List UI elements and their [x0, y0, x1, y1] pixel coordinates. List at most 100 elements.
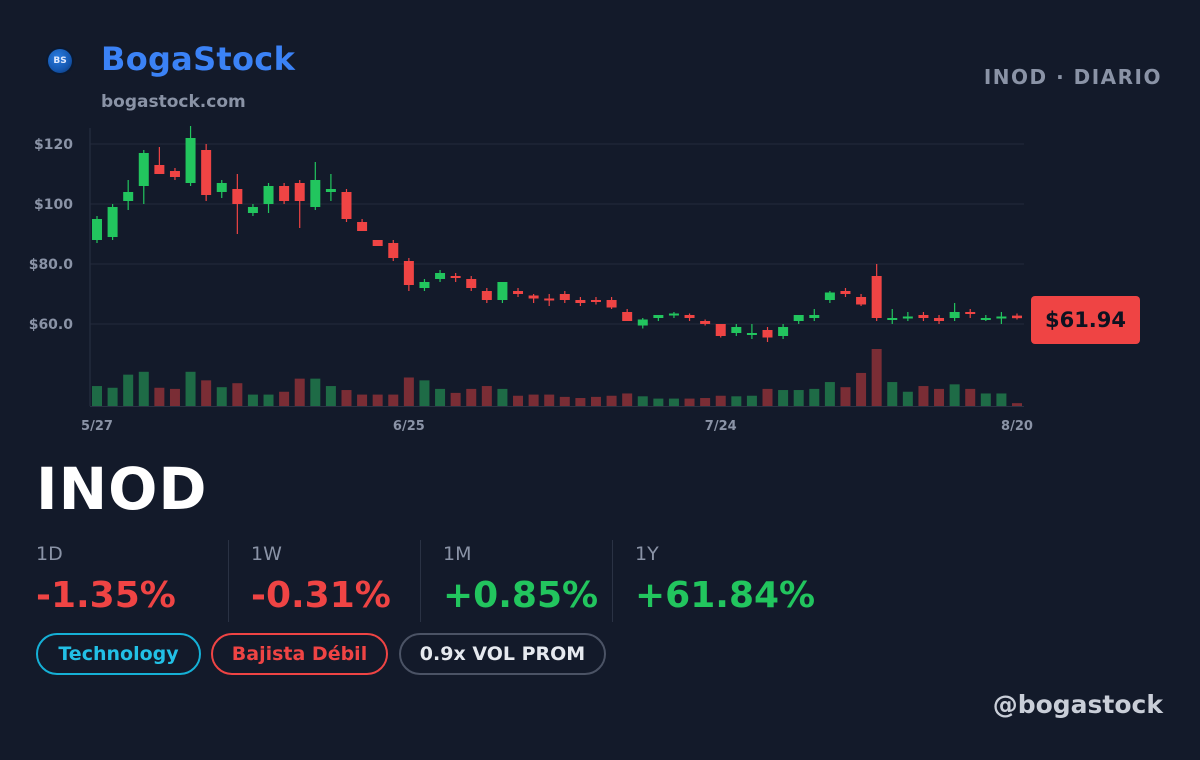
stat-value: -0.31%	[251, 575, 391, 616]
candle	[388, 240, 399, 261]
stat-value: +61.84%	[635, 575, 816, 616]
stat-value: -1.35%	[36, 575, 176, 616]
candle-body	[201, 150, 212, 195]
candle-body	[403, 261, 414, 285]
candle-body	[700, 321, 711, 324]
volume-bar	[684, 398, 695, 406]
volume-bar	[232, 383, 243, 406]
x-tick-label: 7/24	[705, 419, 737, 434]
candle	[435, 270, 446, 282]
candle-body	[294, 183, 305, 201]
candle-body	[715, 324, 726, 336]
candle-body	[902, 316, 913, 319]
volume-bar	[949, 384, 960, 406]
candle-body	[980, 318, 991, 320]
candle-body	[138, 153, 149, 186]
volume-bar	[856, 372, 867, 406]
candle	[637, 318, 648, 329]
stat-label: 1M	[443, 543, 472, 565]
volume-bar	[980, 393, 991, 406]
volume-bar	[778, 390, 789, 406]
candle	[996, 312, 1007, 324]
candle	[606, 297, 617, 309]
candle-body	[388, 243, 399, 258]
candle	[247, 204, 258, 216]
volume-bar	[622, 393, 633, 406]
stat-1m: 1M +0.85%	[420, 540, 598, 622]
volume-bar	[746, 395, 757, 406]
volume-bar	[341, 390, 352, 406]
candle-body	[466, 279, 477, 288]
volume-bar	[559, 396, 570, 406]
volume-bar	[201, 380, 212, 406]
volume-bar	[294, 378, 305, 406]
candle	[497, 282, 508, 303]
volume-bar	[996, 393, 1007, 406]
candle-body	[341, 192, 352, 219]
candle	[341, 189, 352, 222]
ticker-symbol: INOD	[36, 455, 208, 523]
candle-body	[856, 297, 867, 305]
y-tick-label: $100	[34, 197, 73, 213]
candle	[403, 258, 414, 291]
volume-bar	[965, 388, 976, 406]
volume-bar	[403, 377, 414, 406]
candle-body	[169, 171, 180, 177]
candle	[232, 174, 243, 234]
volume-bar	[357, 394, 368, 406]
volume-bar	[279, 391, 290, 406]
candle-body	[528, 295, 539, 299]
ticker-interval: INOD · DIARIO	[983, 65, 1162, 89]
candle-body	[325, 189, 336, 192]
candle	[934, 315, 945, 324]
candle-body	[279, 186, 290, 201]
volume-bar	[887, 382, 898, 406]
candle	[856, 294, 867, 306]
stat-1d: 1D -1.35%	[36, 540, 176, 622]
candle	[419, 279, 430, 291]
candle	[154, 147, 165, 174]
volume-bar	[216, 387, 227, 406]
candle-body	[949, 312, 960, 318]
candle-body	[622, 312, 633, 321]
candle-body	[606, 300, 617, 308]
volume-bar	[388, 394, 399, 406]
candle	[201, 144, 212, 201]
volume-bar	[653, 398, 664, 406]
volume-bar	[793, 390, 804, 406]
volume-bar	[466, 388, 477, 406]
candle-body	[232, 189, 243, 204]
volume-bar	[497, 388, 508, 406]
stat-1w: 1W -0.31%	[228, 540, 391, 622]
candle	[481, 288, 492, 303]
volume-bar	[138, 371, 149, 406]
candle	[887, 309, 898, 324]
stat-label: 1W	[251, 543, 282, 565]
volume-bar	[715, 395, 726, 406]
volume-bar	[154, 387, 165, 406]
volume-tag: 0.9x VOL PROM	[399, 633, 606, 675]
volume-bar	[762, 388, 773, 406]
volume-bar	[637, 396, 648, 406]
candle-body	[559, 294, 570, 300]
candle	[731, 324, 742, 336]
candle	[107, 204, 118, 240]
volume-bar	[107, 387, 118, 406]
volume-bar	[263, 394, 274, 406]
volume-bar	[918, 386, 929, 406]
candle-body	[918, 315, 929, 318]
candle	[653, 315, 664, 321]
candle-body	[513, 291, 524, 294]
volume-bar	[824, 382, 835, 406]
y-tick-label: $80.0	[29, 257, 74, 273]
candle	[513, 288, 524, 297]
candle	[778, 324, 789, 339]
logo-text: BS	[53, 56, 67, 66]
candle-body	[107, 207, 118, 237]
volume-bar	[809, 388, 820, 406]
volume-bar	[123, 374, 134, 406]
candle	[980, 315, 991, 321]
volume-bar	[840, 387, 851, 406]
candle	[294, 180, 305, 228]
stat-1y: 1Y +61.84%	[612, 540, 815, 622]
